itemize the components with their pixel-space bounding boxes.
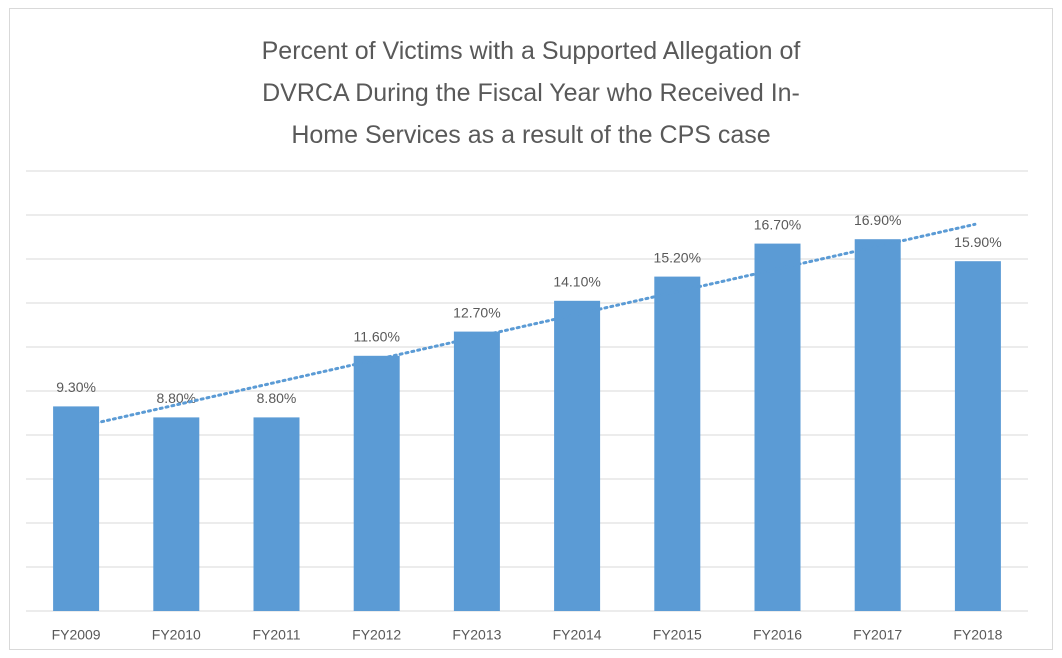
bar bbox=[253, 417, 300, 611]
bar bbox=[453, 331, 500, 611]
x-tick-label: FY2011 bbox=[253, 627, 301, 643]
bar bbox=[754, 243, 801, 611]
x-tick-label: FY2018 bbox=[953, 627, 1002, 643]
data-label: 15.90% bbox=[954, 234, 1001, 250]
data-label: 16.70% bbox=[754, 216, 801, 232]
bar bbox=[654, 276, 701, 611]
bar bbox=[954, 261, 1001, 611]
x-tick-label: FY2014 bbox=[553, 627, 602, 643]
data-label: 8.80% bbox=[257, 390, 297, 406]
x-tick-label: FY2009 bbox=[52, 627, 101, 643]
data-label: 9.30% bbox=[56, 379, 96, 395]
data-label: 8.80% bbox=[156, 390, 196, 406]
bar bbox=[854, 239, 901, 611]
x-tick-label: FY2016 bbox=[753, 627, 802, 643]
trendline bbox=[82, 222, 977, 428]
x-tick-label: FY2010 bbox=[152, 627, 201, 643]
chart-title: Percent of Victims with a Supported Alle… bbox=[261, 37, 801, 149]
bar bbox=[554, 300, 601, 611]
x-tick-label: FY2017 bbox=[853, 627, 902, 643]
data-label: 14.10% bbox=[553, 274, 600, 290]
x-tick-label: FY2012 bbox=[352, 627, 401, 643]
x-tick-label: FY2015 bbox=[653, 627, 702, 643]
data-label: 12.70% bbox=[453, 304, 500, 320]
data-label: 11.60% bbox=[353, 329, 399, 345]
bar bbox=[153, 417, 200, 611]
data-label: 16.90% bbox=[854, 212, 901, 228]
bar bbox=[53, 406, 100, 611]
x-tick-label: FY2013 bbox=[452, 627, 501, 643]
bar bbox=[353, 355, 400, 611]
data-label: 15.20% bbox=[654, 249, 701, 265]
